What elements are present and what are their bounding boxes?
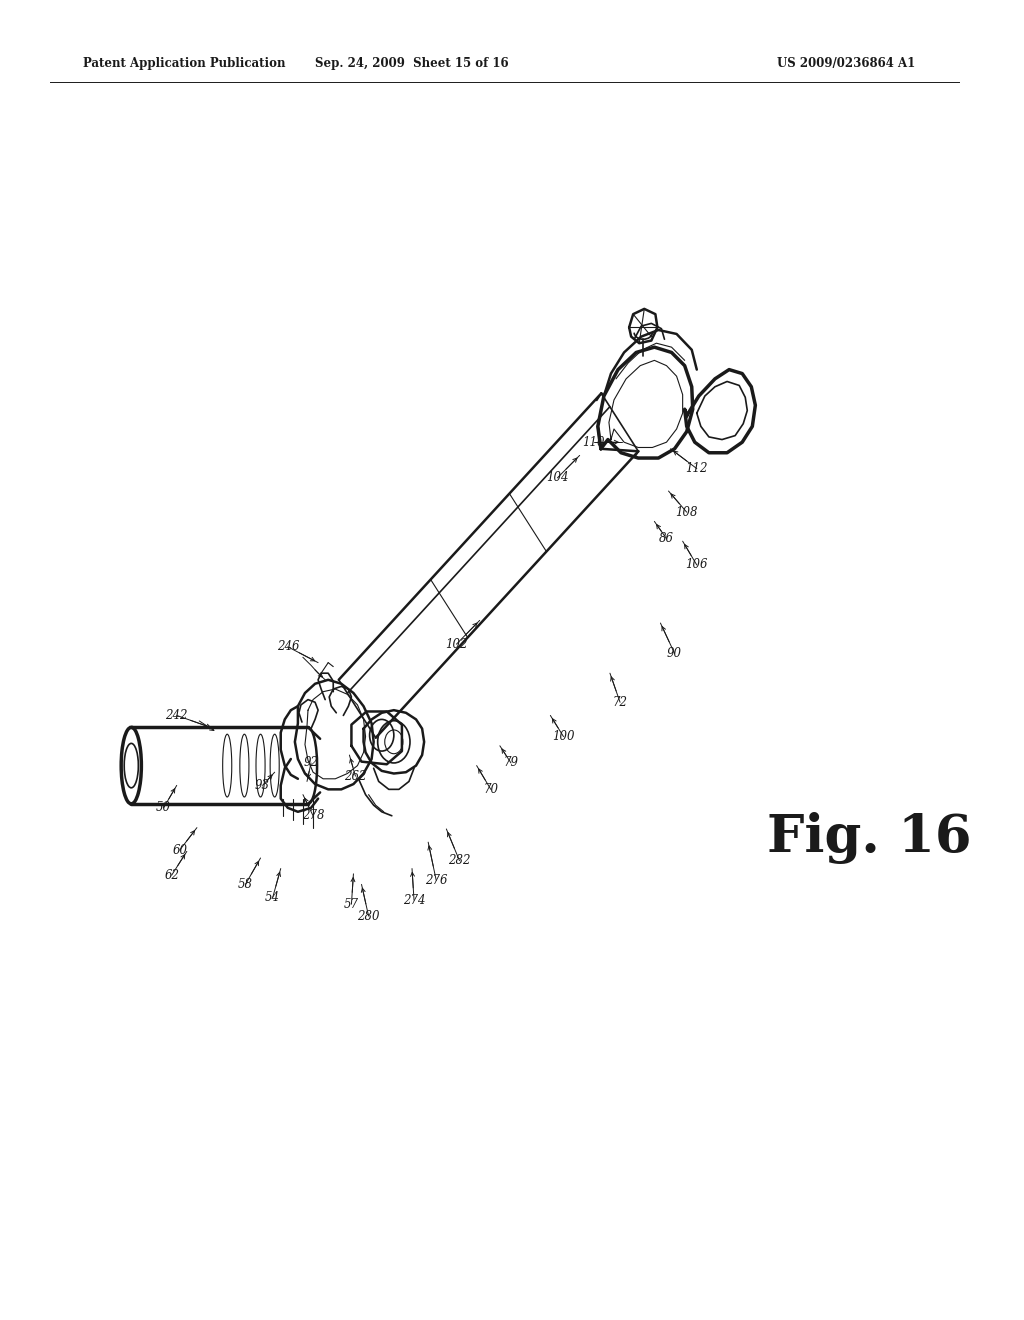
Text: 58: 58 [238, 878, 253, 891]
Text: 62: 62 [164, 869, 179, 882]
Text: 274: 274 [402, 894, 425, 907]
Text: 86: 86 [659, 532, 674, 545]
Text: 110: 110 [583, 436, 605, 449]
Text: 54: 54 [265, 891, 281, 904]
Text: 276: 276 [425, 874, 447, 887]
Text: 280: 280 [357, 909, 380, 923]
Text: 108: 108 [676, 506, 698, 519]
Text: 278: 278 [302, 809, 325, 822]
Text: 102: 102 [445, 638, 468, 651]
Text: 282: 282 [449, 854, 471, 867]
Text: 72: 72 [612, 696, 628, 709]
Text: 92: 92 [303, 756, 318, 770]
Text: 100: 100 [552, 730, 574, 743]
Text: 93: 93 [255, 779, 270, 792]
Text: 104: 104 [546, 471, 568, 484]
Text: 79: 79 [504, 756, 518, 770]
Text: 57: 57 [344, 898, 359, 911]
Text: 112: 112 [685, 462, 708, 475]
Text: 90: 90 [667, 647, 682, 660]
Text: Fig. 16: Fig. 16 [767, 812, 972, 865]
Text: 70: 70 [483, 783, 499, 796]
Text: Patent Application Publication: Patent Application Publication [83, 57, 286, 70]
Text: 246: 246 [276, 640, 299, 653]
Text: Sep. 24, 2009  Sheet 15 of 16: Sep. 24, 2009 Sheet 15 of 16 [315, 57, 509, 70]
Text: 262: 262 [344, 770, 367, 783]
Text: 50: 50 [156, 801, 171, 814]
Text: 106: 106 [685, 558, 708, 572]
Text: 60: 60 [172, 843, 187, 857]
Text: US 2009/0236864 A1: US 2009/0236864 A1 [777, 57, 915, 70]
Text: 242: 242 [166, 709, 188, 722]
